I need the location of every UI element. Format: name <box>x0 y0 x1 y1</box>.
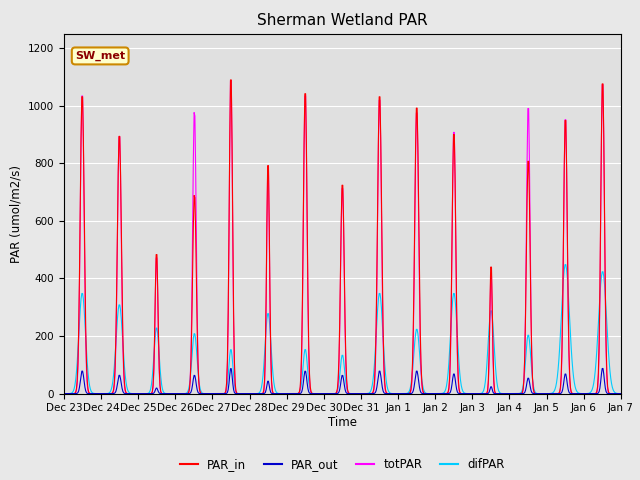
Title: Sherman Wetland PAR: Sherman Wetland PAR <box>257 13 428 28</box>
Text: SW_met: SW_met <box>75 51 125 61</box>
Legend: PAR_in, PAR_out, totPAR, difPAR: PAR_in, PAR_out, totPAR, difPAR <box>175 454 509 476</box>
X-axis label: Time: Time <box>328 416 357 429</box>
Y-axis label: PAR (umol/m2/s): PAR (umol/m2/s) <box>10 165 22 263</box>
